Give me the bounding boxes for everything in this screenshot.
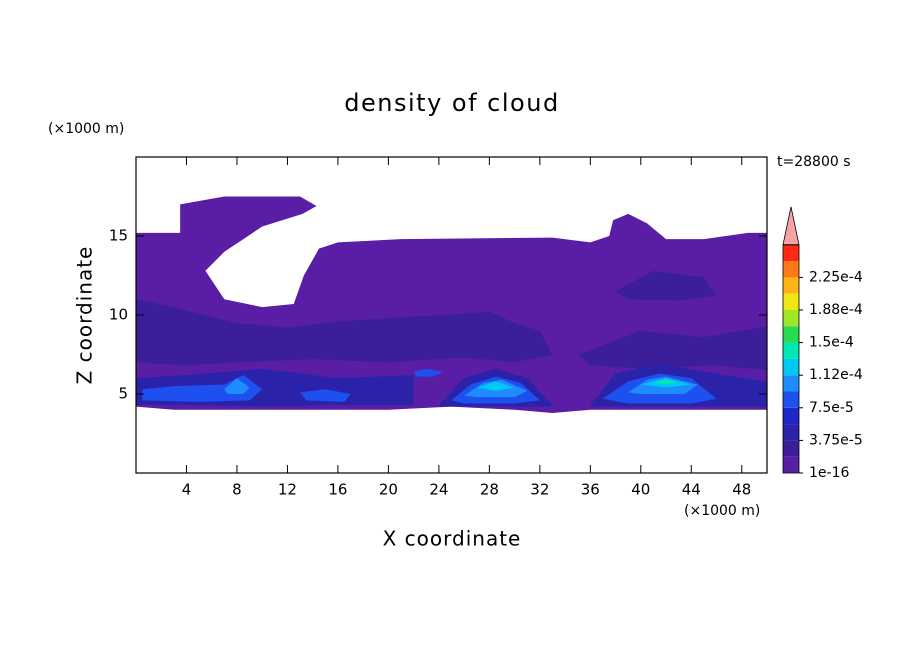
contour-region [224, 378, 250, 394]
contour-region [653, 378, 679, 384]
x-tick-label: 40 [631, 481, 650, 499]
x-tick-label: 24 [429, 481, 448, 499]
x-tick-label: 44 [682, 481, 701, 499]
colorbar-label: 2.25e-4 [809, 269, 863, 285]
colorbar-band [783, 391, 799, 408]
contour-region [136, 299, 553, 366]
colorbar-frame [782, 244, 800, 474]
x-tick-label: 12 [278, 481, 297, 499]
contour-region [615, 270, 717, 301]
x-tick-label: 16 [328, 481, 347, 499]
y-tick-label: 10 [109, 306, 128, 324]
contour-region [577, 326, 767, 371]
time-annotation: t=28800 s [777, 154, 851, 170]
colorbar-band [783, 342, 799, 359]
colorbar-band [783, 440, 799, 457]
colorbar-label: 1.88e-4 [809, 302, 863, 318]
colorbar-band [783, 375, 799, 392]
colorbar-label: 7.5e-5 [809, 400, 854, 416]
colorbar-band [783, 310, 799, 327]
colorbar-label: 3.75e-5 [809, 432, 863, 448]
y-tick-label: 5 [118, 385, 128, 403]
x-tick-label: 4 [182, 481, 192, 499]
colorbar-band [783, 407, 799, 425]
y-axis-title: Z coordinate [73, 246, 97, 385]
colorbar-label: 1e-16 [809, 465, 849, 481]
y-unit: (×1000 m) [48, 121, 124, 137]
colorbar-label: 1.5e-4 [809, 335, 854, 351]
contour-region [142, 375, 263, 402]
x-tick-label: 48 [732, 481, 751, 499]
colorbar-over [782, 206, 800, 246]
contour-region [300, 389, 351, 402]
colorbar-label: 1.12e-4 [809, 367, 863, 383]
colorbar-band [783, 293, 799, 310]
colorbar-band [783, 261, 799, 278]
colorbar-band [783, 244, 799, 262]
y-tick-label: 15 [109, 227, 128, 245]
x-tick-label: 28 [480, 481, 499, 499]
colorbar: 1e-16 3.75e-5 7.5e-5 1.12e-4 1.5e-4 1.88e-4 2.… [782, 206, 863, 481]
x-tick-label: 32 [530, 481, 549, 499]
colorbar-band [783, 456, 799, 473]
colorbar-band [783, 277, 799, 294]
colorbar-band [783, 424, 799, 441]
contour-region [413, 368, 443, 377]
contour-region [476, 381, 515, 391]
x-tick-label: 20 [379, 481, 398, 499]
x-unit: (×1000 m) [684, 503, 760, 519]
x-axis-title: X coordinate [383, 527, 522, 551]
plot-area [136, 196, 767, 413]
chart-title: density of cloud [344, 89, 559, 117]
x-tick-label: 36 [581, 481, 600, 499]
colorbar-band [783, 358, 799, 376]
x-tick-label: 8 [232, 481, 242, 499]
colorbar-band [783, 326, 799, 343]
